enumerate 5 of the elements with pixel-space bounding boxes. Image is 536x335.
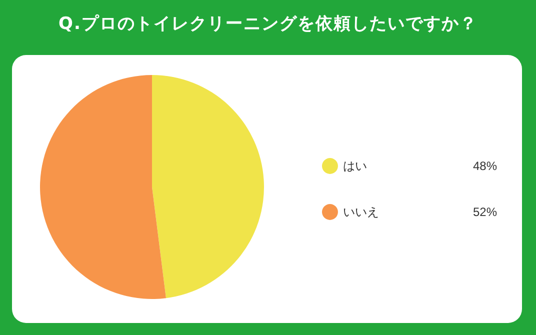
legend-label: いいえ: [342, 205, 379, 219]
data-label: 52%: [472, 205, 498, 219]
chart-title: Q.プロのトイレクリーニングを依頼したいですか？: [58, 13, 478, 35]
legend-label: はい: [342, 159, 367, 173]
data-label: 48%: [472, 159, 498, 173]
